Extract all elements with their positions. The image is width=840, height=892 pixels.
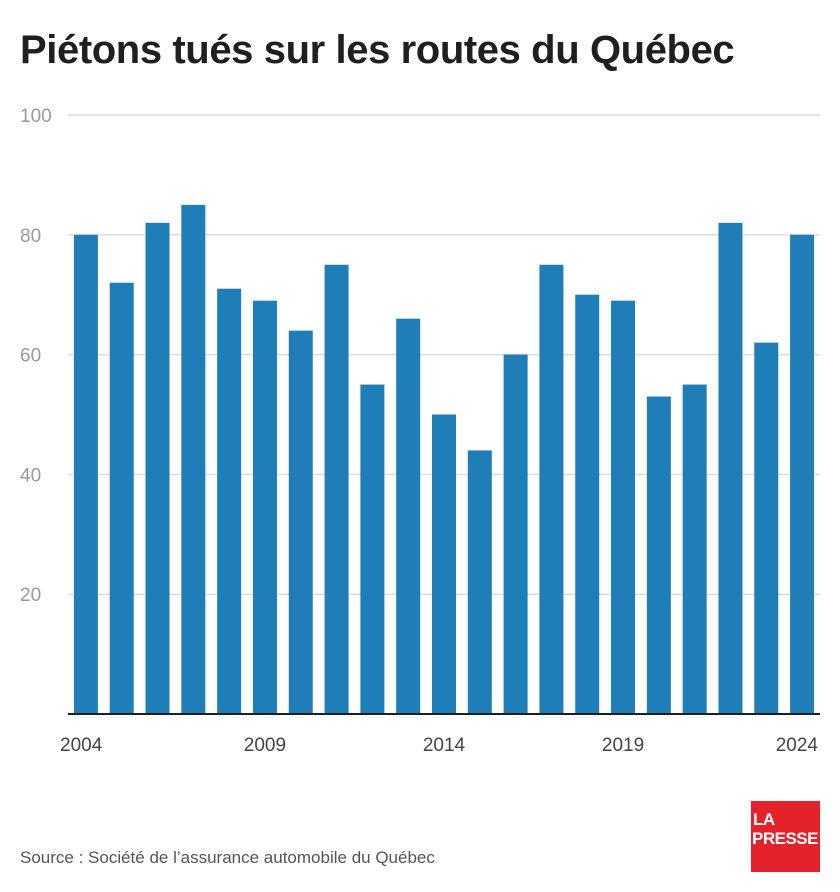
bar-2006 — [145, 222, 170, 714]
bars — [73, 204, 815, 715]
bar-2005 — [109, 282, 134, 714]
x-tick-label: 2014 — [423, 735, 466, 756]
y-tick-label: 20 — [20, 585, 41, 606]
y-tick-label: 40 — [20, 465, 41, 486]
bar-2004 — [73, 234, 98, 715]
bar-2009 — [252, 300, 277, 714]
bar-2012 — [360, 384, 385, 714]
x-tick-label: 2019 — [602, 735, 644, 756]
bar-2010 — [288, 330, 313, 714]
bar-2024 — [790, 234, 815, 715]
bar-2023 — [754, 342, 779, 714]
bar-2007 — [181, 204, 206, 714]
y-tick-label: 60 — [20, 346, 41, 367]
bar-2021 — [682, 384, 707, 714]
bar-2014 — [432, 414, 456, 714]
bar-2020 — [646, 396, 671, 714]
x-tick-label: 2024 — [776, 735, 819, 756]
chart-title: Piétons tués sur les routes du Québec — [20, 28, 735, 72]
logo-text-line1: LA — [753, 810, 775, 829]
y-tick-label: 100 — [20, 106, 52, 127]
bar-2013 — [396, 318, 421, 714]
bar-2017 — [539, 264, 564, 714]
x-tick-label: 2009 — [244, 735, 286, 756]
bar-2008 — [217, 288, 242, 714]
bar-2022 — [718, 222, 743, 714]
bar-chart: 20 40 60 80 100 2004 2009 2014 2019 2024 — [20, 106, 820, 756]
bar-2016 — [503, 354, 528, 714]
source-note: Source : Société de l’assurance automobi… — [20, 848, 435, 867]
x-tick-label: 2004 — [60, 735, 103, 756]
bar-2019 — [611, 300, 636, 714]
la-presse-logo: LA PRESSE — [751, 801, 820, 872]
bar-2015 — [467, 450, 492, 714]
logo-text-line2: PRESSE — [752, 829, 818, 848]
bar-2011 — [324, 264, 349, 714]
bar-2018 — [575, 294, 600, 714]
tick-labels: 20 40 60 80 100 2004 2009 2014 2019 2024 — [20, 106, 818, 756]
y-tick-label: 80 — [20, 226, 41, 247]
